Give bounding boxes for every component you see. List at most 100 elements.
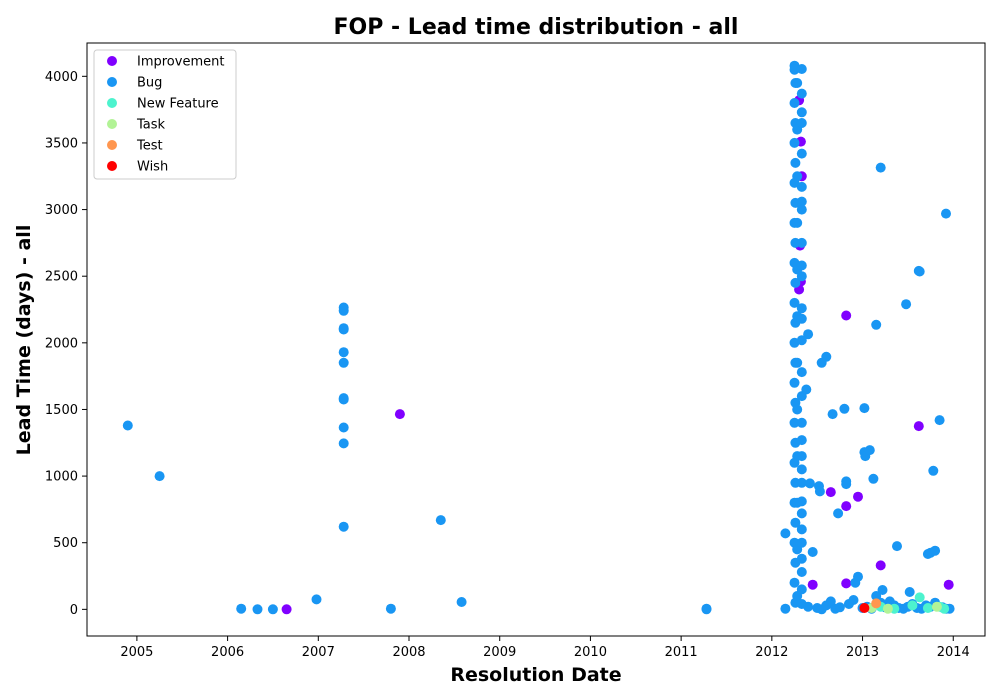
point-bug-0 (122, 420, 133, 431)
point-bug-21 (701, 604, 712, 615)
point-bug-76 (796, 303, 807, 314)
point-bug-118 (901, 299, 912, 310)
point-improvement-10 (853, 491, 863, 502)
point-bug-36 (790, 277, 801, 288)
point-bug-77 (796, 313, 807, 324)
point-bug-27 (789, 98, 800, 108)
x-tick-label: 2009 (483, 645, 516, 660)
point-bug-7 (338, 305, 349, 316)
y-tick-label: 3000 (45, 203, 78, 218)
point-bug-117 (892, 541, 902, 552)
point-bug-114 (871, 319, 882, 330)
point-improvement-1 (394, 409, 405, 420)
legend-marker-bug (107, 77, 117, 87)
point-bug-128 (803, 601, 814, 612)
point-bug-17 (385, 603, 396, 614)
point-bug-87 (796, 508, 807, 519)
legend: Improvement Bug New Feature Task Test Wish (93, 49, 237, 180)
point-bug-95 (803, 329, 814, 340)
legend-marker-task (107, 119, 117, 129)
point-bug-84 (796, 464, 807, 475)
point-bug-71 (796, 196, 807, 207)
point-bug-66 (796, 88, 807, 99)
point-bug-106 (841, 479, 852, 490)
point-improvement-15 (841, 578, 852, 589)
point-bug-132 (825, 596, 836, 607)
point-bug-83 (796, 451, 807, 462)
point-bug-56 (792, 217, 803, 228)
point-bug-134 (834, 602, 845, 613)
legend-marker-wish (107, 161, 117, 171)
x-tick-label: 2012 (755, 645, 788, 660)
point-new-feature-3 (914, 592, 925, 603)
y-tick-label: 1000 (45, 470, 78, 485)
point-bug-115 (875, 162, 886, 173)
point-bug-91 (796, 567, 807, 577)
point-task-2 (931, 601, 942, 612)
point-bug-2 (236, 603, 247, 614)
point-bug-126 (934, 415, 945, 426)
point-bug-79 (796, 367, 807, 378)
point-bug-113 (868, 473, 879, 484)
plot-area-frame (86, 42, 986, 637)
x-tick-label: 2007 (302, 645, 335, 660)
x-axis: 2005 2006 2007 2008 2009 2010 2011 2012 2013 2014 (120, 636, 970, 660)
point-bug-108 (853, 571, 863, 582)
point-improvement-14 (807, 579, 818, 590)
legend-label-wish: Wish (137, 160, 168, 175)
point-bug-1 (154, 471, 165, 482)
point-bug-96 (804, 478, 815, 489)
point-new-feature-2 (907, 600, 918, 611)
x-axis-title: Resolution Date (450, 664, 621, 686)
point-bug-65 (796, 64, 807, 74)
y-tick-label: 0 (70, 603, 78, 618)
legend-box (93, 49, 237, 180)
point-bug-74 (796, 260, 807, 271)
point-bug-102 (827, 409, 838, 420)
x-tick-label: 2011 (665, 645, 698, 660)
chart-title: FOP - Lead time distribution - all (334, 15, 739, 40)
x-tick-label: 2006 (211, 645, 244, 660)
point-bug-23 (780, 528, 791, 539)
legend-marker-new-feature (107, 98, 117, 108)
y-tick-label: 1500 (45, 403, 78, 418)
point-bug-9 (338, 324, 349, 335)
point-bug-136 (848, 595, 859, 605)
point-wish-0 (859, 603, 870, 613)
y-tick-label: 2000 (45, 336, 78, 351)
point-improvement-12 (875, 560, 886, 571)
y-axis-title: Lead Time (days) - all (13, 225, 35, 456)
point-bug-73 (796, 237, 807, 248)
point-bug-14 (338, 422, 349, 433)
point-bug-125 (930, 545, 941, 556)
point-bug-97 (807, 547, 818, 557)
y-axis: 0 500 1000 1500 2000 2500 3000 3500 4000 (45, 70, 87, 618)
x-tick-label: 2013 (846, 645, 879, 660)
point-improvement-13 (913, 421, 924, 432)
point-bug-99 (814, 486, 825, 497)
point-bug-81 (796, 417, 807, 428)
point-improvement-16 (943, 579, 954, 590)
point-bug-116 (877, 585, 888, 595)
x-tick-label: 2014 (937, 645, 970, 660)
y-tick-label: 500 (53, 536, 78, 551)
legend-label-bug: Bug (137, 76, 162, 91)
point-bug-75 (796, 271, 807, 282)
point-bug-88 (796, 524, 807, 535)
point-bug-90 (796, 553, 807, 564)
point-bug-85 (796, 477, 807, 488)
point-bug-103 (833, 508, 844, 519)
point-bug-121 (914, 266, 925, 277)
point-bug-60 (792, 404, 803, 415)
point-bug-48 (790, 517, 801, 528)
point-bug-53 (792, 78, 803, 88)
legend-label-test: Test (136, 139, 163, 154)
point-bug-29 (789, 137, 800, 148)
point-bug-43 (789, 417, 800, 428)
point-bug-104 (839, 403, 850, 414)
point-bug-13 (338, 394, 349, 405)
point-bug-127 (941, 208, 951, 219)
point-bug-25 (789, 64, 800, 75)
point-bug-15 (338, 438, 349, 449)
